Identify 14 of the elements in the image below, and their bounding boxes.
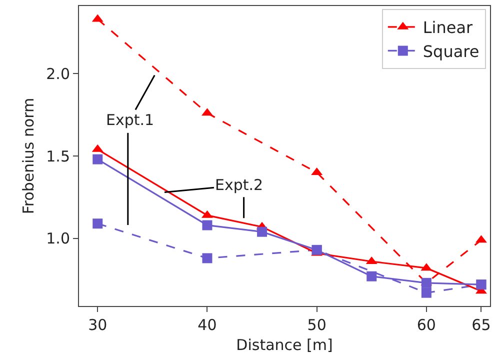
y-tick-label: 2.0	[46, 64, 70, 83]
annotation: Expt.1	[106, 111, 154, 129]
x-tick-label: 65	[472, 316, 491, 334]
annotation: Expt.2	[215, 176, 264, 194]
x-tick-label: 50	[307, 316, 326, 334]
y-tick-label: 1.0	[46, 230, 70, 248]
x-tick-label: 60	[416, 316, 436, 334]
x-tick-label: 30	[88, 316, 108, 334]
x-axis-title: Distance [m]	[236, 336, 333, 354]
legend-label: Square	[422, 42, 480, 61]
y-tick-label: 1.5	[46, 147, 70, 166]
y-axis-title: Frobenius norm	[19, 98, 38, 214]
x-tick-label: 40	[198, 316, 217, 334]
legend-label: Linear	[422, 18, 474, 38]
